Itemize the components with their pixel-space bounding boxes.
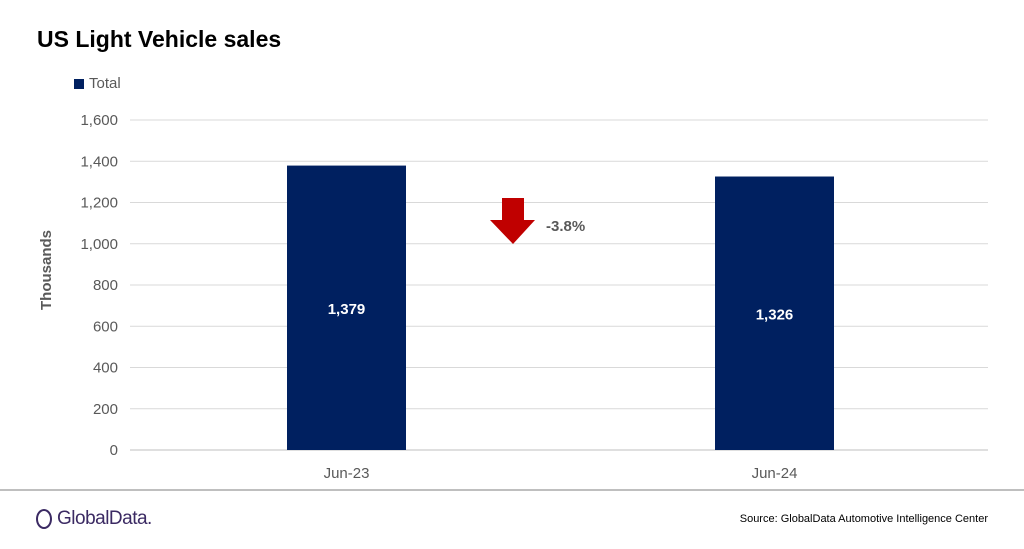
y-tick-label: 600 [93, 318, 118, 335]
legend-label-total: Total [89, 75, 121, 92]
down-arrow-icon [490, 198, 535, 244]
y-tick-label: 1,600 [80, 112, 118, 129]
legend-swatch-total [74, 78, 84, 89]
change-label: -3.8% [546, 218, 585, 235]
source-note: Source: GlobalData Automotive Intelligen… [739, 513, 988, 525]
logo-text: GlobalData. [57, 508, 152, 529]
y-axis-label: Thousands [38, 230, 55, 310]
x-tick-label: Jun-23 [324, 465, 370, 482]
bar-data-label: 1,326 [756, 306, 794, 323]
bar-data-label: 1,379 [328, 301, 366, 318]
change-annotation: -3.8% [490, 198, 585, 244]
y-tick-label: 0 [110, 442, 118, 459]
footer-divider [0, 489, 1024, 491]
y-tick-label: 1,200 [80, 195, 118, 212]
bar-jun-24 [715, 176, 834, 450]
x-tick-label: Jun-24 [752, 465, 798, 482]
logo-icon [36, 509, 52, 529]
y-tick-label: 400 [93, 360, 118, 377]
y-tick-label: 1,400 [80, 153, 118, 170]
y-tick-label: 800 [93, 277, 118, 294]
legend: Total [74, 75, 121, 92]
y-tick-label: 200 [93, 401, 118, 418]
chart-title: US Light Vehicle sales [37, 26, 282, 52]
bar-jun-23 [287, 165, 406, 451]
globaldata-logo: GlobalData. [36, 508, 152, 530]
y-tick-label: 1,000 [80, 236, 118, 253]
